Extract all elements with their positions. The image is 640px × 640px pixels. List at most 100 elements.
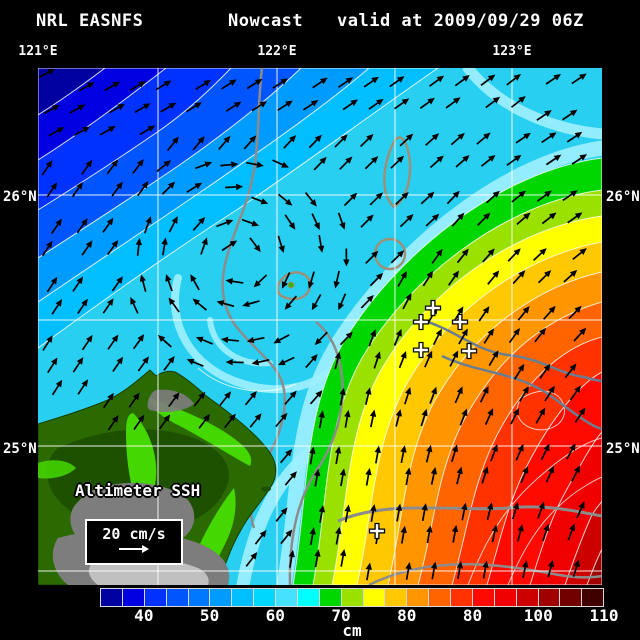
current-arrow-head: [366, 214, 374, 222]
current-arrow-head: [289, 471, 297, 479]
current-arrow-head: [426, 270, 434, 279]
current-arrow-head: [81, 298, 88, 307]
current-arrow-head: [273, 337, 282, 344]
current-arrow-head: [547, 559, 555, 568]
current-arrow-head: [543, 363, 551, 372]
current-arrow-head: [171, 216, 178, 224]
current-arrow-head: [579, 327, 587, 336]
current-arrow-head: [111, 240, 119, 248]
current-arrow-head: [492, 190, 500, 198]
current-arrow-head: [106, 298, 114, 306]
current-arrow-head: [288, 549, 295, 558]
current-arrow-head: [370, 329, 377, 337]
current-arrow-head: [350, 99, 359, 107]
current-arrow-head: [517, 524, 524, 532]
current-arrow-head: [365, 562, 372, 570]
colorbar-cell: [232, 589, 255, 606]
current-arrow-head: [518, 270, 526, 278]
current-arrow-head: [161, 237, 168, 245]
current-arrow-head: [142, 356, 149, 364]
current-arrow-head: [462, 75, 470, 82]
current-arrow-head: [233, 101, 242, 109]
terrain-patch: [149, 398, 252, 466]
current-arrow-head: [487, 328, 494, 336]
field-label: Altimeter SSH: [75, 481, 201, 500]
current-arrow-head: [539, 327, 547, 336]
altimeter-track-line: [276, 271, 312, 301]
current-arrow-head: [313, 222, 320, 230]
lat-label-left-25n: 25°N: [3, 441, 37, 457]
current-arrow-head: [251, 220, 260, 227]
current-arrow-head: [482, 466, 489, 474]
colorbar-cell: [276, 589, 298, 606]
current-arrow-head: [228, 413, 236, 422]
current-arrow-head: [513, 154, 522, 162]
current-arrow-head: [569, 443, 576, 452]
current-arrow-head: [456, 466, 463, 475]
current-arrow-head: [544, 110, 552, 117]
current-arrow-head: [135, 237, 143, 246]
current-arrow-head: [318, 410, 325, 418]
current-arrow-head: [344, 504, 351, 512]
current-arrow-head: [339, 222, 346, 230]
current-arrow-head: [461, 248, 469, 257]
colorbar-cell: [451, 589, 473, 606]
current-arrow-head: [85, 159, 93, 168]
colorbar-tick-labels: 40 50 60 70 80 80 100 110: [100, 606, 618, 625]
title-model: NRL EASNFS: [36, 11, 144, 31]
colorbar-cell: [144, 589, 167, 606]
current-arrow-head: [289, 390, 297, 399]
current-arrow-head: [77, 104, 86, 111]
current-arrow-head: [47, 68, 55, 75]
current-arrow-head: [452, 270, 460, 279]
current-arrow-head: [427, 191, 435, 199]
current-arrow-head: [574, 131, 583, 139]
current-arrow-head: [201, 237, 208, 246]
lon-label-122e: 122°E: [257, 44, 297, 59]
colorbar-cell: [516, 589, 539, 606]
current-arrow-head: [50, 276, 58, 285]
current-arrow-head: [569, 363, 577, 371]
current-arrow-head: [137, 334, 145, 342]
current-arrow-head: [522, 560, 529, 568]
altimeter-crossover-marker: [460, 342, 478, 360]
colorbar-tick-label: 80: [397, 606, 417, 625]
lat-label-right-26n: 26°N: [606, 189, 640, 205]
current-arrow-head: [167, 355, 175, 364]
current-arrow-head: [544, 190, 552, 198]
lon-label-121e: 121°E: [18, 44, 58, 59]
title-valid: valid at 2009/09/29 06Z: [337, 11, 584, 31]
colorbar-cell: [363, 589, 386, 606]
colorbar-tick-label: 40: [134, 606, 154, 625]
current-arrow-head: [204, 161, 213, 168]
altimeter-track-line: [288, 321, 344, 585]
current-arrow-head: [339, 548, 347, 557]
current-arrow-head: [569, 109, 578, 117]
current-arrow-head: [375, 272, 384, 281]
current-arrow-head: [254, 413, 262, 421]
current-arrow-head: [194, 102, 202, 109]
current-arrow-head: [280, 507, 288, 515]
current-arrow-head: [319, 156, 327, 165]
current-arrow-head: [482, 386, 489, 394]
current-arrow-head: [249, 391, 257, 399]
current-arrow-head: [280, 412, 288, 421]
current-arrow-head: [491, 524, 498, 532]
current-arrow-head: [371, 76, 379, 84]
altimeter-crossover-marker: [451, 313, 469, 331]
current-arrow-head: [548, 305, 556, 314]
current-arrow-head: [163, 414, 171, 422]
current-arrow-head: [112, 81, 121, 88]
colorbar-cell: [122, 589, 145, 606]
current-arrow-head: [405, 387, 412, 395]
current-arrow-head: [435, 328, 442, 337]
colorbar-cell: [341, 589, 364, 606]
current-arrow-head: [285, 100, 293, 108]
colorbar-tick-label: 60: [265, 606, 285, 625]
current-arrow-head: [339, 468, 346, 476]
current-arrow-head: [578, 407, 586, 416]
ssh-field-canvas: [38, 68, 602, 585]
current-arrow-head: [253, 280, 261, 288]
current-arrow-head: [543, 523, 550, 532]
current-arrow-head: [579, 154, 587, 161]
